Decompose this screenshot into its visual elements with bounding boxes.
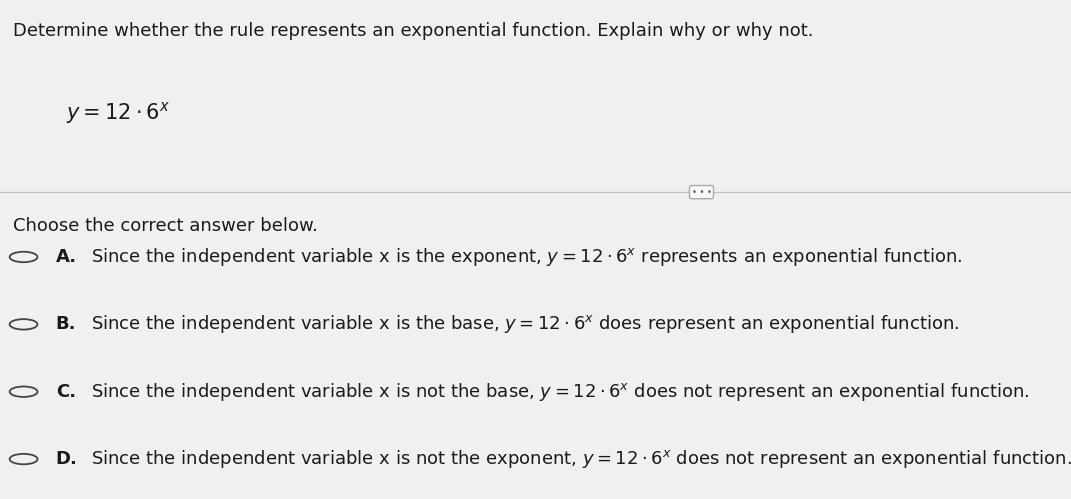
Text: Since the independent variable x is not the exponent, $y = 12 \cdot 6^x$ does no: Since the independent variable x is not … — [91, 448, 1071, 470]
Text: Determine whether the rule represents an exponential function. Explain why or wh: Determine whether the rule represents an… — [13, 22, 813, 40]
Text: $y = 12 \cdot 6^x$: $y = 12 \cdot 6^x$ — [66, 100, 170, 126]
Text: Since the independent variable x is the exponent, $y = 12 \cdot 6^x$ represents : Since the independent variable x is the … — [91, 246, 963, 268]
Text: • • •: • • • — [692, 188, 711, 197]
Text: Since the independent variable x is not the base, $y = 12 \cdot 6^x$ does not re: Since the independent variable x is not … — [91, 381, 1030, 403]
Text: Since the independent variable x is the base, $y = 12 \cdot 6^x$ does represent : Since the independent variable x is the … — [91, 313, 960, 335]
Text: Choose the correct answer below.: Choose the correct answer below. — [13, 217, 318, 235]
Text: A.: A. — [56, 248, 77, 266]
Text: D.: D. — [56, 450, 77, 468]
Text: B.: B. — [56, 315, 76, 333]
Text: C.: C. — [56, 383, 76, 401]
